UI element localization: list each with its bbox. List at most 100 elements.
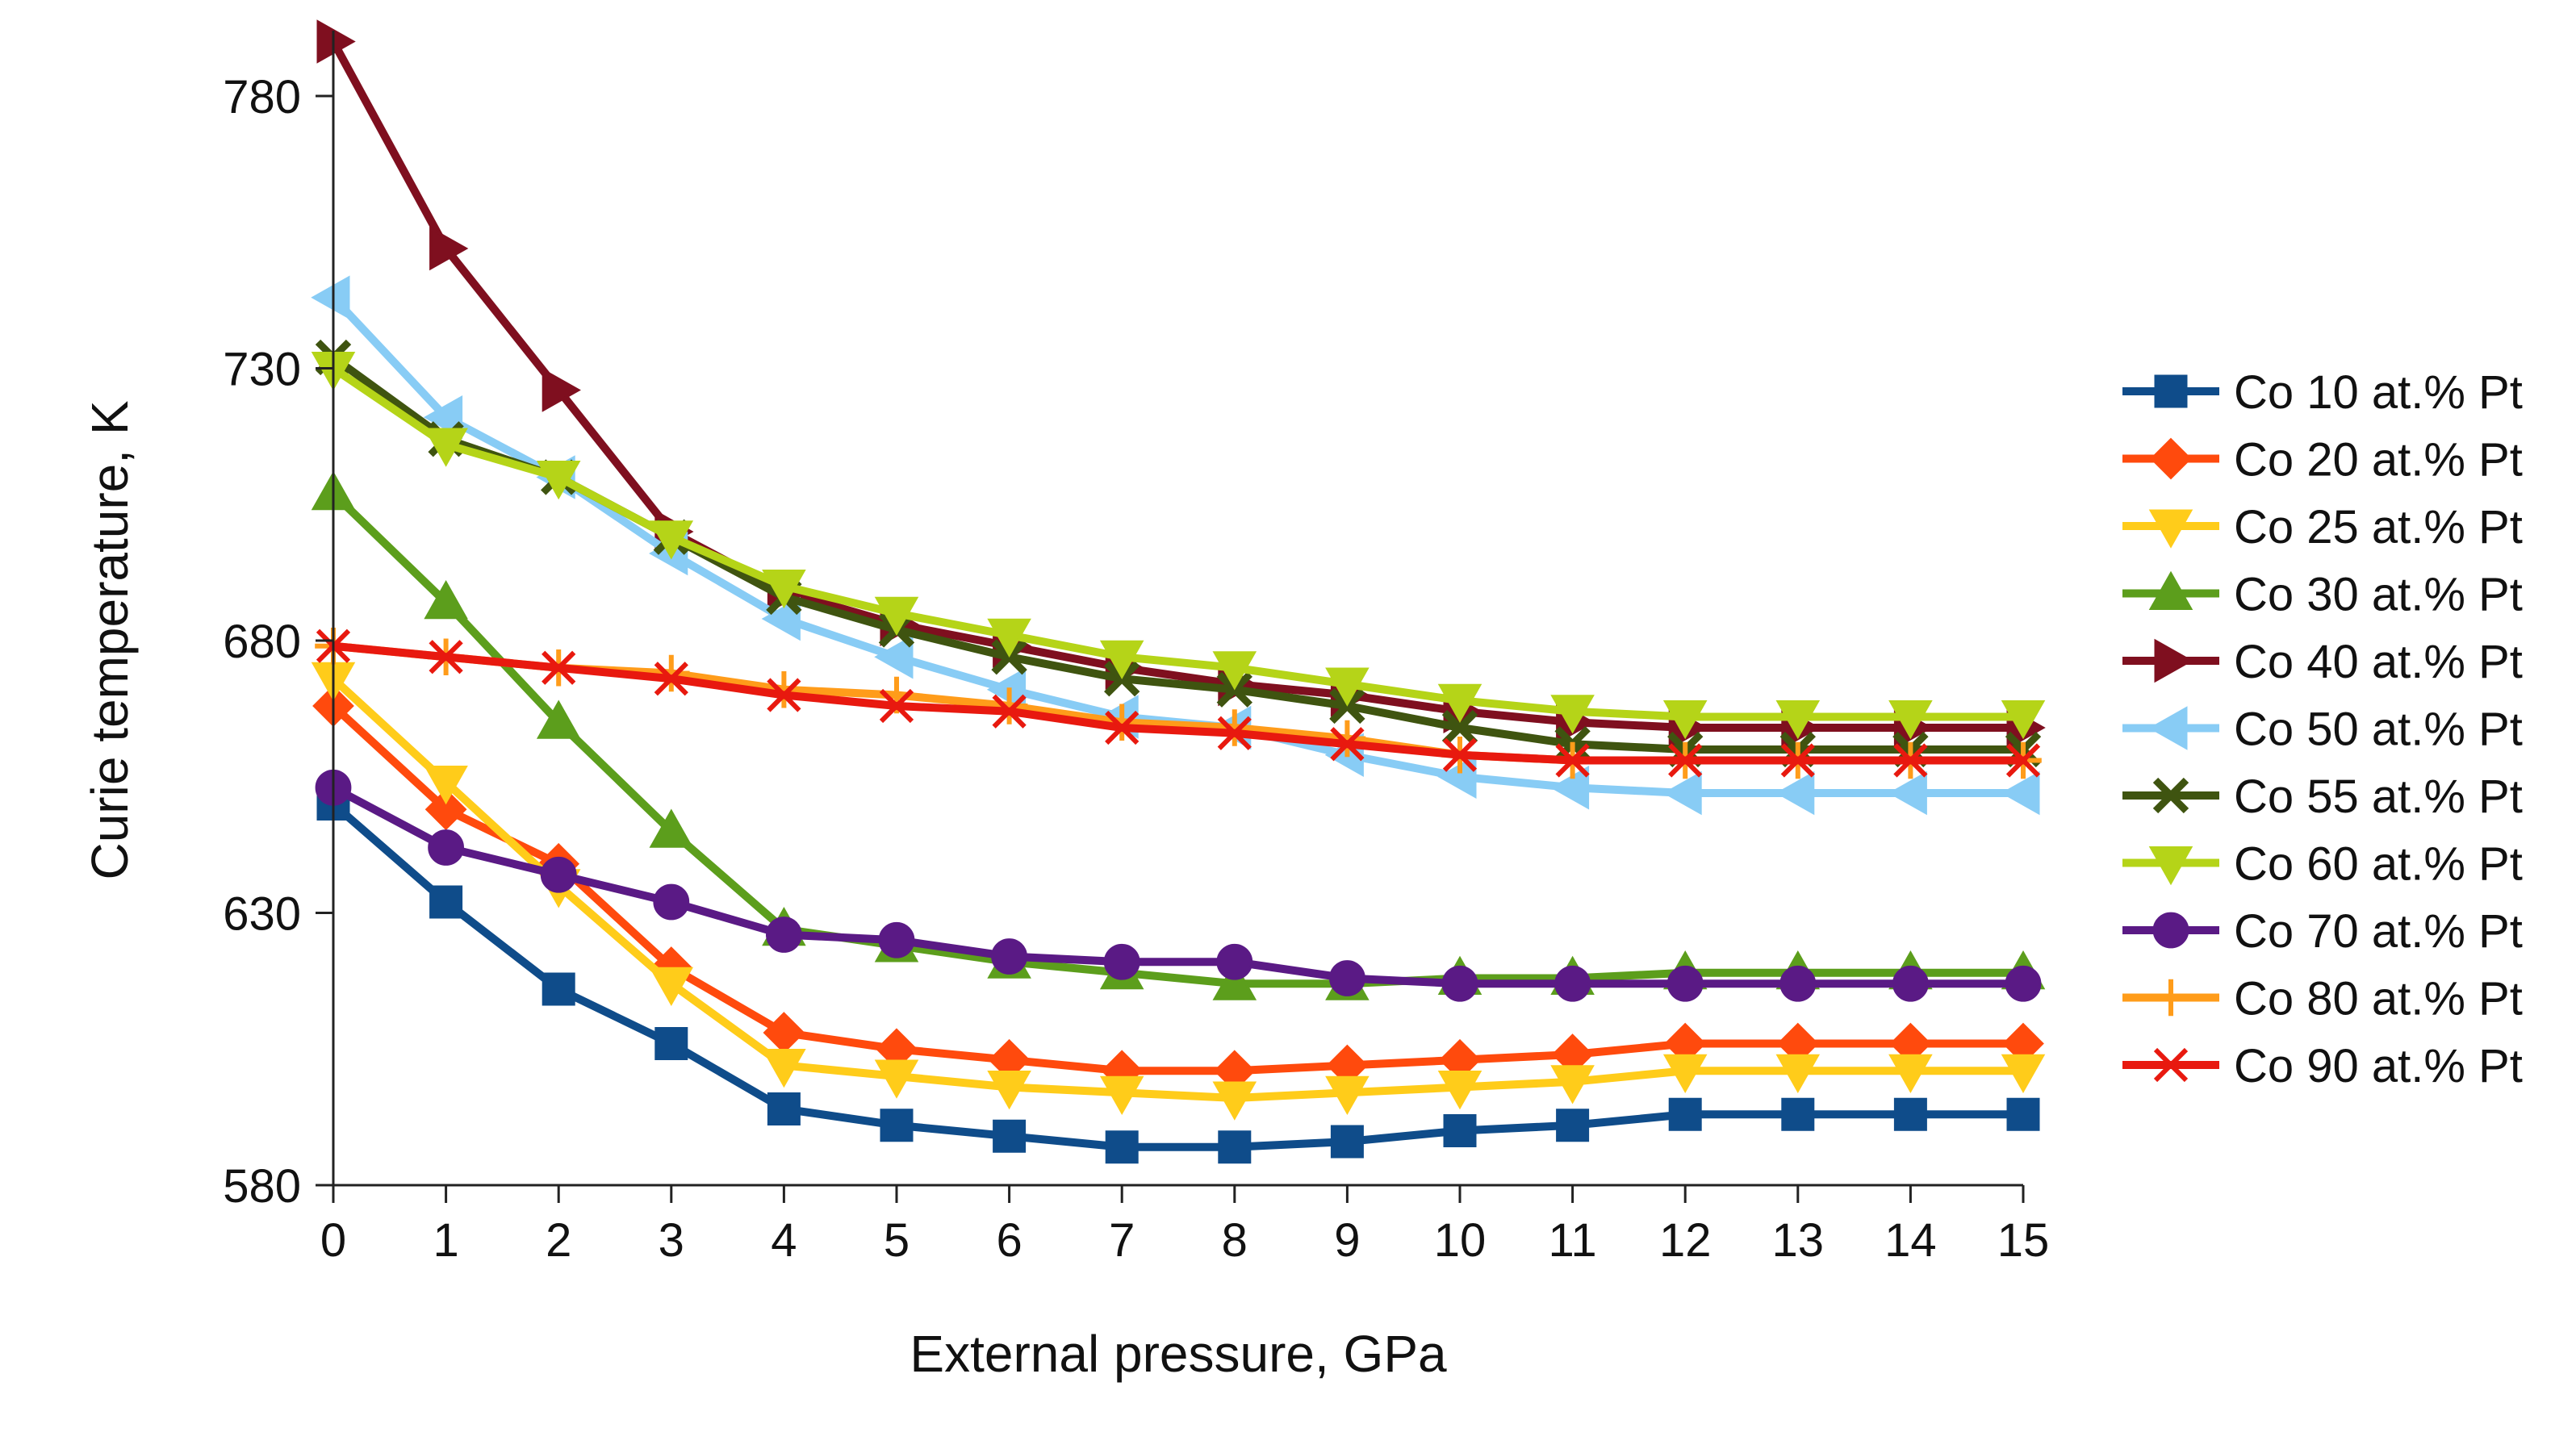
- data-point: [654, 1027, 688, 1060]
- data-point: [1437, 683, 1482, 723]
- data-point: [1443, 1114, 1477, 1147]
- x-tick-label: 4: [771, 1214, 797, 1267]
- data-point: [987, 1071, 1031, 1110]
- data-point: [649, 520, 694, 560]
- x-tick-label: 9: [1334, 1214, 1360, 1267]
- data-point: [1099, 640, 1144, 679]
- data-point: [1556, 1109, 1590, 1142]
- data-point: [654, 662, 688, 696]
- data-point: [2005, 743, 2041, 778]
- legend-label: Co 25 at.% Pt: [2234, 501, 2523, 553]
- y-axis-ticks: 580 630 680 730 780: [223, 71, 333, 1213]
- series-line: [329, 37, 2027, 732]
- data-point: [874, 1059, 919, 1099]
- data-point: [536, 461, 581, 500]
- data-point: [762, 570, 806, 609]
- axes: [332, 31, 2023, 1187]
- data-point: [311, 275, 350, 320]
- legend-marker: [2148, 846, 2193, 886]
- legend-marker: [2148, 570, 2193, 610]
- data-point: [649, 967, 694, 1006]
- data-point: [766, 917, 802, 953]
- series-line: [329, 674, 2027, 1102]
- data-point: [1662, 770, 1702, 816]
- legend-marker: [2154, 638, 2193, 683]
- x-tick-label: 13: [1772, 1214, 1825, 1267]
- data-point: [1668, 743, 1703, 778]
- data-point: [878, 921, 915, 958]
- legend-item: Co 55 at.% Pt: [2122, 770, 2523, 823]
- data-point: [2001, 1054, 2046, 1093]
- legend-label: Co 55 at.% Pt: [2234, 770, 2523, 823]
- x-tick-label: 0: [320, 1214, 346, 1267]
- series-line: [329, 364, 2027, 721]
- data-point: [1888, 1054, 1933, 1093]
- x-tick-label: 1: [433, 1214, 458, 1267]
- series-line: [329, 702, 2027, 1075]
- legend-label: Co 80 at.% Pt: [2234, 973, 2523, 1025]
- y-tick-label: 730: [223, 344, 301, 396]
- data-point: [1888, 700, 1933, 740]
- data-point: [1442, 737, 1478, 772]
- legend-item: Co 80 at.% Pt: [2122, 973, 2523, 1025]
- legend-label: Co 40 at.% Pt: [2234, 636, 2523, 688]
- data-point: [429, 885, 463, 919]
- data-point: [1441, 965, 1478, 1002]
- data-point: [1330, 727, 1365, 762]
- legend-label: Co 30 at.% Pt: [2234, 569, 2523, 621]
- data-point: [2005, 965, 2042, 1002]
- data-point: [1329, 960, 1365, 996]
- data-point: [1099, 1075, 1144, 1115]
- data-point: [1775, 770, 1815, 816]
- data-point: [424, 580, 468, 620]
- legend-label: Co 60 at.% Pt: [2234, 838, 2523, 891]
- legend-marker: [2148, 509, 2193, 549]
- x-tick-label: 12: [1659, 1214, 1712, 1267]
- legend-item: Co 25 at.% Pt: [2122, 501, 2523, 553]
- data-point: [767, 1092, 801, 1125]
- legend-label: Co 50 at.% Pt: [2234, 704, 2523, 756]
- data-point: [880, 1109, 914, 1142]
- data-point: [1218, 1130, 1252, 1164]
- data-point: [992, 694, 1027, 729]
- series-co-70-at-pt: [315, 769, 2042, 1002]
- x-tick-label: 2: [546, 1214, 571, 1267]
- data-point: [1216, 943, 1253, 980]
- series-line: [329, 641, 2027, 765]
- data-point: [1216, 709, 1253, 746]
- legend-marker: [2152, 777, 2189, 814]
- data-point: [1325, 667, 1370, 707]
- x-tick-label: 6: [996, 1214, 1022, 1267]
- legend-label: Co 90 at.% Pt: [2234, 1040, 2523, 1092]
- x-tick-label: 8: [1222, 1214, 1248, 1267]
- legend-label: Co 10 at.% Pt: [2234, 366, 2523, 419]
- x-tick-label: 15: [1997, 1214, 2050, 1267]
- data-point: [423, 395, 463, 440]
- data-point: [1212, 1081, 1257, 1121]
- data-point: [1103, 943, 1140, 980]
- legend-marker: [2148, 706, 2188, 750]
- legend: Co 10 at.% Pt Co 20 at.% Pt Co 25 at.% Pt C…: [2122, 366, 2523, 1092]
- data-point: [1781, 1097, 1815, 1131]
- data-point: [1780, 743, 1815, 778]
- series-line: [329, 800, 2027, 1151]
- x-tick-label: 3: [659, 1214, 684, 1267]
- data-point: [1668, 1097, 1702, 1131]
- data-point: [1554, 965, 1591, 1002]
- data-point: [536, 699, 581, 739]
- data-point: [653, 883, 690, 921]
- data-point: [1779, 965, 1817, 1002]
- data-point: [653, 654, 690, 692]
- data-point: [991, 938, 1027, 975]
- x-tick-label: 14: [1884, 1214, 1937, 1267]
- data-point: [2001, 700, 2046, 740]
- data-point: [1441, 709, 1478, 746]
- legend-item: Co 30 at.% Pt: [2122, 569, 2523, 621]
- data-point: [767, 678, 801, 712]
- data-point: [2001, 770, 2040, 816]
- y-tick-label: 780: [223, 71, 301, 123]
- legend-label: Co 20 at.% Pt: [2234, 434, 2523, 486]
- data-point: [1217, 716, 1252, 750]
- legend-item: Co 20 at.% Pt: [2122, 434, 2523, 486]
